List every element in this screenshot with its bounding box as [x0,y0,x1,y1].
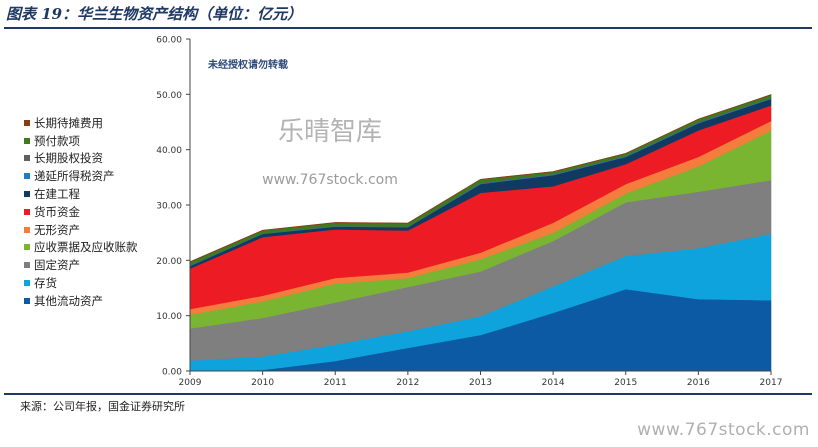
legend-label: 递延所得税资产 [34,169,115,184]
legend-label: 应收票据及应收账款 [34,240,138,255]
legend-item: 货币资金 [24,203,138,221]
legend-label: 无形资产 [34,222,80,237]
bottom-rule [4,393,812,395]
legend-item: 长期待摊费用 [24,114,138,132]
legend-label: 其他流动资产 [34,293,103,308]
legend-label: 在建工程 [34,187,80,202]
legend-swatch [24,155,30,162]
legend-item: 应收票据及应收账款 [24,239,138,257]
legend-swatch [24,280,30,287]
x-tick-label: 2011 [324,378,347,388]
legend-item: 在建工程 [24,185,138,203]
legend-swatch [24,119,30,126]
watermark-brand: 乐晴智库 [278,117,382,147]
y-tick-label: 60.00 [156,36,182,46]
legend-label: 固定资产 [34,258,80,273]
legend-swatch [24,297,30,304]
x-tick-label: 2010 [251,378,274,388]
y-tick-label: 0.00 [162,368,182,378]
area-series-10 [189,94,772,263]
legend-item: 长期股权投资 [24,150,138,168]
x-tick-label: 2009 [179,378,202,388]
y-tick-label: 20.00 [156,257,182,267]
top-rule [4,27,812,29]
chart-title: 图表 19：华兰生物资产结构（单位：亿元） [6,5,303,23]
legend-swatch [24,173,30,180]
x-tick-label: 2016 [687,378,710,388]
y-tick-label: 10.00 [156,312,182,322]
chart-legend: 长期待摊费用 预付款项长期股权投资 递延所得税资产 在建工程货币资金无形资产应收票据及… [24,114,138,310]
x-tick-label: 2015 [614,378,637,388]
watermark-url: www.767stock.com [262,172,398,188]
x-tick-label: 2014 [542,378,565,388]
legend-swatch [24,208,30,215]
legend-label: 存货 [34,276,57,291]
x-tick-label: 2013 [469,378,492,388]
legend-swatch [24,262,30,269]
legend-swatch [24,137,30,144]
legend-swatch [24,226,30,233]
legend-label: 长期待摊费用 [34,115,103,130]
y-tick-label: 30.00 [156,202,182,212]
watermark-notice: 未经授权请勿转载 [207,58,288,71]
legend-item: 存货 [24,274,138,292]
x-tick-label: 2017 [760,378,783,388]
legend-item: 无形资产 [24,221,138,239]
area-series-group [189,94,772,372]
legend-label: 长期股权投资 [34,151,103,166]
legend-item: 递延所得税资产 [24,167,138,185]
footer-watermark: www.767stock.com [637,420,810,440]
source-note: 来源：公司年报，国金证券研究所 [20,400,185,413]
legend-item: 预付款项 [24,132,138,150]
legend-label: 货币资金 [34,204,80,219]
stacked-area-chart: 0.00 10.00 20.00 30.00 40.00 50.00 60.00 2009 20… [156,36,782,389]
legend-swatch [24,191,30,198]
y-tick-label: 40.00 [156,146,182,156]
legend-item: 固定资产 [24,256,138,274]
legend-label: 预付款项 [34,133,80,148]
axes-group: 0.00 10.00 20.00 30.00 40.00 50.00 60.00 2009 20… [156,36,782,389]
legend-swatch [24,244,30,251]
y-tick-label: 50.00 [156,91,182,101]
x-tick-label: 2012 [396,378,419,388]
legend-item: 其他流动资产 [24,292,138,310]
